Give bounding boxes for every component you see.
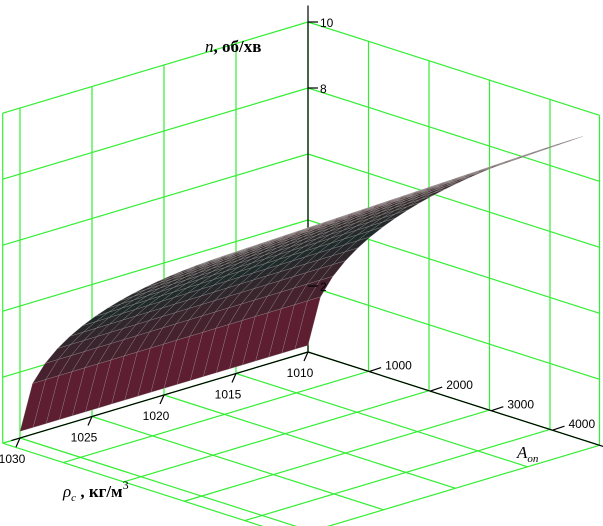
y-tick-mark: [491, 406, 504, 412]
x-tick-label: 1025: [71, 431, 98, 445]
y-tick-label: 3000: [507, 398, 534, 412]
grid-line-rho-wall: [2, 153, 309, 246]
x-axis-label-superscript: 3: [123, 478, 129, 492]
y-tick-label: 4000: [568, 417, 595, 431]
grid-line-floor: [123, 390, 430, 483]
y-tick-mark: [368, 366, 382, 373]
surface-cell: [19, 379, 46, 432]
x-tick-label: 1020: [143, 409, 170, 423]
y-tick-mark: [552, 425, 565, 431]
x-axis-label-subscript: c: [71, 492, 76, 504]
grid-line-a-wall: [307, 285, 600, 380]
grid-line-floor: [327, 444, 600, 526]
grid-line-floor: [244, 428, 551, 522]
z-tick-label: 10: [320, 16, 334, 30]
x-tick-label: 1010: [287, 366, 314, 380]
x-tick-label: 1030: [0, 452, 26, 466]
z-tick-label: 8: [320, 82, 327, 96]
x-tick-mark: [15, 437, 21, 448]
grid-line-floor: [2, 442, 264, 526]
x-axis-label: ρc , кг/м3: [62, 478, 129, 504]
x-axis-label-unit: , кг/м: [76, 482, 123, 501]
grid-line-floor: [235, 372, 528, 468]
y-axis-line: [307, 351, 603, 448]
y-axis-label-symbol: A: [516, 443, 528, 462]
grid-line-floor: [63, 370, 369, 464]
z-axis-label-unit: , об/хв: [214, 37, 262, 56]
surface: [19, 136, 584, 432]
grid-line-rho-wall: [2, 87, 309, 180]
z-axis-label: n, об/хв: [205, 37, 261, 56]
grid-line-floor: [91, 415, 384, 511]
z-tick-label: 2: [320, 280, 327, 294]
grid-line-a-wall: [307, 21, 600, 116]
x-axis-line: [11, 351, 309, 442]
y-tick-mark: [430, 386, 443, 392]
x-axis-label-symbol: ρ: [62, 482, 71, 501]
x-tick-mark: [231, 373, 237, 383]
grid-line-a-wall: [307, 87, 600, 182]
y-axis-label: Aon: [516, 443, 539, 465]
x-tick-mark: [87, 416, 93, 426]
y-tick-label: 1000: [385, 359, 412, 373]
grid-line-floor: [163, 394, 456, 489]
x-tick-mark: [159, 394, 165, 405]
x-tick-mark: [303, 351, 309, 362]
grid-line-floor: [184, 409, 490, 502]
grid-line-rho-wall: [2, 21, 309, 114]
y-axis-label-subscript: on: [527, 453, 539, 465]
z-axis-label-symbol: n: [205, 37, 214, 56]
grid-line-a-wall: [307, 153, 600, 248]
y-tick-label: 2000: [446, 378, 473, 392]
x-tick-label: 1015: [215, 388, 242, 402]
grid-line-rho-wall: [2, 219, 309, 312]
